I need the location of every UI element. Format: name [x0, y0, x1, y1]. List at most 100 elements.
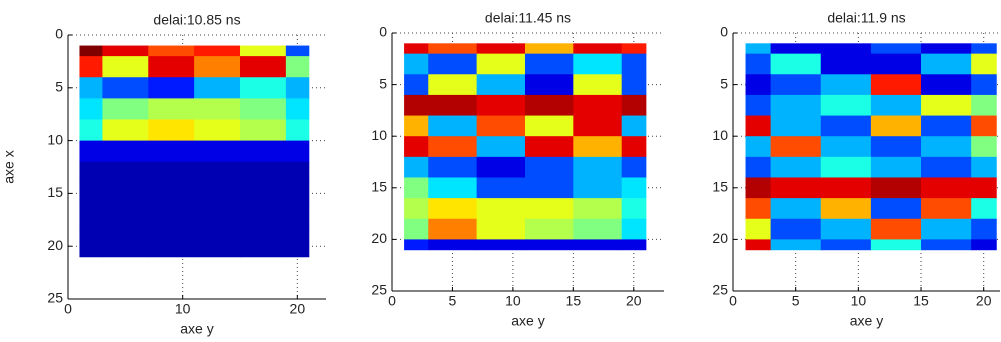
heat-cell	[573, 177, 623, 199]
heat-cell	[745, 198, 772, 220]
heat-cell	[770, 94, 822, 117]
heat-cell	[870, 177, 922, 199]
heat-cell	[524, 115, 574, 137]
x-tick-label: 0	[729, 293, 737, 309]
heat-cell	[621, 94, 647, 117]
heat-cell	[194, 203, 241, 226]
heat-cell	[404, 218, 429, 240]
heat-cell	[102, 56, 149, 78]
heat-cell	[240, 182, 287, 205]
heat-cell	[573, 115, 623, 137]
heat-cell	[971, 239, 997, 251]
heat-cell	[79, 203, 103, 226]
heat-cell	[404, 177, 429, 199]
heat-cell	[79, 225, 103, 247]
heat-cell	[820, 156, 872, 178]
y-tick-label: 0	[55, 26, 63, 42]
heat-cell	[745, 53, 772, 75]
heat-cell	[524, 136, 574, 158]
heat-cell	[820, 53, 872, 75]
heat-cell	[820, 74, 872, 96]
heat-cell	[194, 98, 241, 120]
heat-cell	[820, 239, 872, 251]
heat-cell	[870, 239, 922, 251]
heat-cell	[285, 182, 310, 205]
heat-cell	[621, 53, 647, 75]
heat-cell	[148, 246, 195, 258]
heat-cell	[921, 74, 972, 96]
heat-cell	[428, 43, 478, 55]
heat-cell	[148, 140, 195, 163]
heat-cell	[476, 156, 526, 178]
heat-cell	[285, 98, 310, 120]
heat-cell	[102, 77, 149, 99]
heat-cell	[770, 239, 822, 251]
heat-cell	[870, 115, 922, 137]
heat-cell	[240, 225, 287, 247]
x-tick-label: 10	[175, 301, 191, 317]
heat-cell	[102, 98, 149, 120]
heat-cell	[921, 177, 972, 199]
heat-cell	[770, 177, 822, 199]
heat-cell	[745, 74, 772, 96]
chart-title: delai:10.85 ns	[153, 12, 240, 28]
heat-cell	[573, 136, 623, 158]
y-tick-label: 0	[720, 24, 728, 40]
heat-cell	[820, 115, 872, 137]
y-tick-label: 0	[379, 24, 387, 40]
heat-cell	[573, 43, 623, 55]
heat-cell	[102, 225, 149, 247]
heat-cell	[404, 136, 429, 158]
heat-cell	[745, 136, 772, 158]
heat-cell	[79, 140, 103, 163]
heat-cell	[573, 156, 623, 178]
heat-cell	[285, 45, 310, 57]
heat-cell	[194, 56, 241, 78]
y-tick-label: 15	[371, 179, 387, 195]
heat-cell	[148, 45, 195, 57]
heat-cell	[102, 119, 149, 142]
heat-cell	[194, 225, 241, 247]
y-tick-label: 20	[47, 237, 63, 253]
heat-cell	[921, 115, 972, 137]
y-tick-label: 25	[712, 282, 728, 298]
heat-cell	[476, 53, 526, 75]
heat-cell	[285, 203, 310, 226]
heat-cell	[971, 74, 997, 96]
heat-cell	[428, 74, 478, 96]
heat-cell	[770, 53, 822, 75]
heat-cell	[921, 239, 972, 251]
heat-cell	[285, 119, 310, 142]
x-axis-label: axe y	[511, 313, 544, 329]
x-tick-label: 20	[626, 293, 642, 309]
heat-cell	[240, 140, 287, 163]
heat-cell	[476, 218, 526, 240]
y-tick-label: 10	[712, 127, 728, 143]
heat-cell	[524, 239, 574, 251]
heat-cell	[240, 246, 287, 258]
y-axis-label: axe x	[1, 150, 17, 183]
heat-cell	[194, 161, 241, 184]
heat-cell	[476, 198, 526, 220]
heat-cell	[573, 198, 623, 220]
heat-cell	[79, 182, 103, 205]
heat-cell	[476, 177, 526, 199]
heat-cell	[921, 43, 972, 55]
heat-cell	[102, 45, 149, 57]
heat-cell	[79, 56, 103, 78]
heat-cell	[820, 177, 872, 199]
heat-cell	[621, 115, 647, 137]
y-tick-label: 25	[47, 290, 63, 306]
heat-cell	[240, 45, 287, 57]
heat-cell	[921, 53, 972, 75]
heat-cell	[921, 198, 972, 220]
heat-cell	[148, 203, 195, 226]
heat-cell	[404, 53, 429, 75]
heat-cell	[770, 115, 822, 137]
heat-cell	[820, 218, 872, 240]
heat-cell	[404, 94, 429, 117]
heat-cell	[148, 161, 195, 184]
heat-cell	[428, 177, 478, 199]
y-tick-label: 5	[720, 75, 728, 91]
heat-cell	[621, 156, 647, 178]
